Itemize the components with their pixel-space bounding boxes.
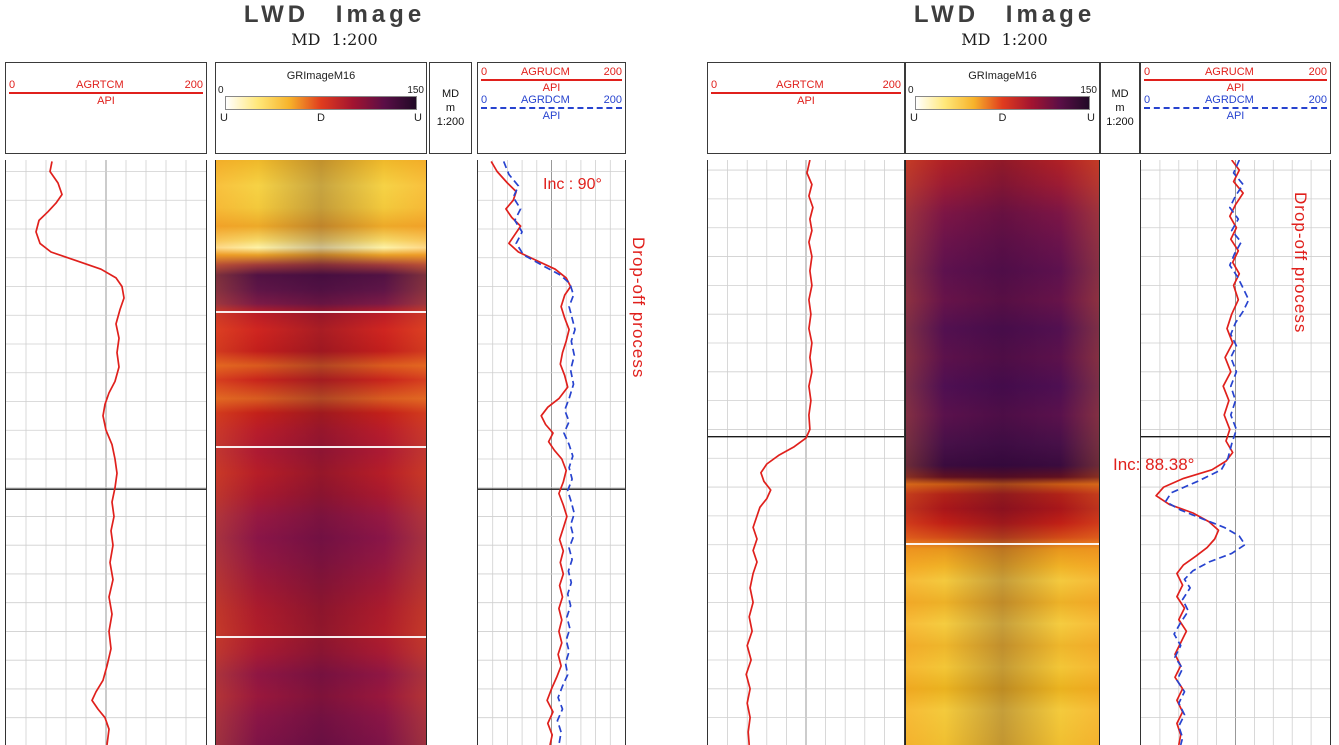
azimuth-label-up-right: U: [1087, 112, 1095, 124]
depth-label-md: MD: [441, 88, 460, 100]
image-white-gap: [906, 543, 1099, 546]
inclination-annotation: Inc: 88.38°: [1113, 455, 1195, 474]
azimuth-label-down: D: [317, 112, 325, 124]
scale-min: 0: [1144, 94, 1151, 106]
image-track: [215, 160, 427, 745]
header-left-curve: 0 AGRTCM 200 API: [707, 62, 905, 154]
image-scale-min: 0: [908, 85, 914, 96]
curve-name: AGRDCM: [1204, 94, 1254, 106]
curve-name: AGRUCM: [520, 66, 570, 78]
curve-name: AGRTCM: [76, 79, 124, 91]
curve-unit: API: [542, 82, 561, 94]
curve-unit: API: [1226, 82, 1245, 94]
scale-max: 200: [882, 79, 901, 91]
image-scale-max: 150: [407, 85, 424, 96]
azimuth-label-up-right: U: [414, 112, 422, 124]
image-azimuth-overlay: [216, 160, 426, 745]
curve-unit: API: [542, 110, 561, 122]
curve-name: AGRTCM: [776, 79, 824, 91]
curve-style-line: [9, 92, 203, 94]
image-white-gap: [216, 446, 426, 448]
image-name: GRImageM16: [968, 70, 1037, 82]
dual-curve-track: [1140, 160, 1331, 745]
curve-name: AGRUCM: [1204, 66, 1254, 78]
scale-max: 200: [603, 94, 622, 106]
scale-max: 200: [1308, 66, 1327, 78]
header-left-curve: 0 AGRTCM 200 API: [5, 62, 207, 154]
dropoff-annotation: Drop-off process: [629, 237, 648, 379]
image-scale-min: 0: [218, 85, 224, 96]
scale-max: 200: [603, 66, 622, 78]
image-scale-max: 150: [1080, 85, 1097, 96]
curve-unit: API: [797, 95, 815, 107]
panel-title: LWD Image: [913, 1, 1096, 28]
azimuth-label-up-left: U: [220, 112, 228, 124]
log-panel-right: LWD Image MD 1:200 0 AGRTCM 200 API GRIm…: [670, 0, 1339, 745]
curve-style-line: [1144, 79, 1327, 81]
image-white-gap: [216, 635, 426, 638]
image-name: GRImageM16: [286, 70, 356, 82]
curve-style-line: [711, 92, 901, 94]
header-depth: MD m 1:200: [429, 62, 472, 154]
depth-unit: m: [445, 102, 456, 114]
scale-min: 0: [481, 94, 488, 106]
header-depth: MD m 1:200: [1100, 62, 1140, 154]
header-right-curves: 0 AGRUCM 200 API 0 AGRDCM 200 API: [1140, 62, 1331, 154]
scale-min: 0: [9, 79, 16, 91]
header-image: GRImageM16 0 150 U D U: [215, 62, 427, 154]
depth-scale: 1:200: [436, 116, 465, 128]
curve-unit: API: [97, 95, 115, 107]
header-right-curves: 0 AGRUCM 200 API 0 AGRDCM 200 API: [477, 62, 626, 154]
curve-style-line: [481, 79, 622, 81]
curve-unit: API: [1226, 110, 1245, 122]
color-scale-bar: [225, 96, 417, 110]
header-image: GRImageM16 0 150 U D U: [905, 62, 1100, 154]
dropoff-annotation: Drop-off process: [1291, 192, 1310, 334]
scale-min: 0: [711, 79, 718, 91]
azimuth-label-down: D: [998, 112, 1007, 124]
depth-label-md: MD: [1111, 88, 1129, 100]
image-track: [905, 160, 1100, 745]
image-white-gap: [216, 310, 426, 313]
panel-title: LWD Image: [243, 1, 426, 28]
curve-style-line-dashed: [1144, 107, 1327, 109]
scale-max: 200: [1308, 94, 1327, 106]
dual-curve-track: [477, 160, 626, 745]
inclination-annotation: Inc : 90°: [543, 176, 602, 193]
curve-name: AGRDCM: [520, 94, 570, 106]
panel-subtitle: MD 1:200: [961, 30, 1048, 49]
scale-max: 200: [184, 79, 203, 91]
depth-unit: m: [1115, 102, 1125, 114]
gamma-curve-track: [707, 160, 905, 745]
scale-min: 0: [1144, 66, 1151, 78]
color-scale-bar: [915, 96, 1090, 110]
image-azimuth-overlay: [906, 160, 1099, 745]
depth-scale: 1:200: [1106, 116, 1134, 128]
panel-subtitle: MD 1:200: [291, 30, 378, 49]
gamma-curve-track: [5, 160, 207, 745]
log-panel-left: LWD Image MD 1:200 0 AGRTCM 200 API GRIm…: [0, 0, 669, 745]
azimuth-label-up-left: U: [910, 112, 918, 124]
scale-min: 0: [481, 66, 488, 78]
curve-style-line-dashed: [481, 107, 622, 109]
